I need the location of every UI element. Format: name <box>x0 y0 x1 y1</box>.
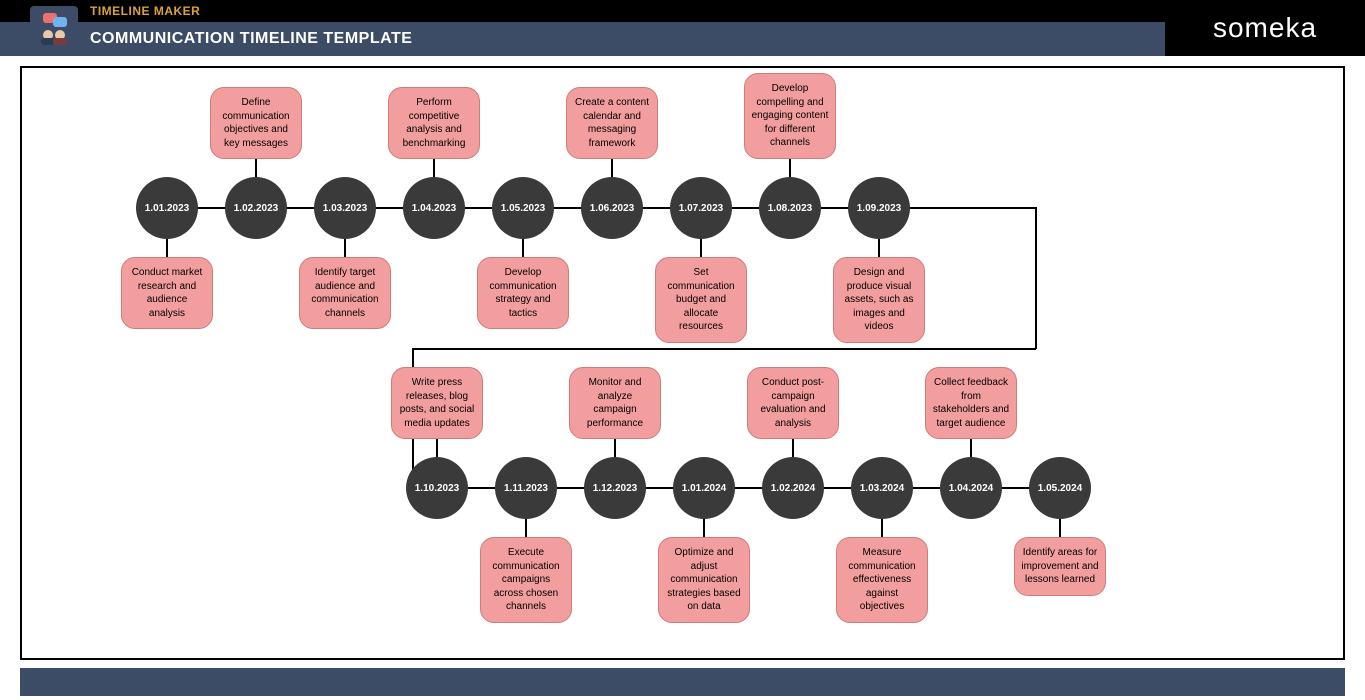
timeline-task-text: Set communication budget and allocate re… <box>662 266 740 334</box>
connector-line <box>1035 207 1037 349</box>
timeline-task-card: Identify target audience and communicati… <box>299 257 391 329</box>
timeline-date-label: 1.05.2024 <box>1038 483 1083 494</box>
timeline-task-card: Conduct post-campaign evaluation and ana… <box>747 367 839 439</box>
timeline-date-node: 1.04.2023 <box>403 177 465 239</box>
timeline-task-text: Identify target audience and communicati… <box>306 266 384 320</box>
connector-line <box>412 348 1036 350</box>
timeline-date-label: 1.08.2023 <box>768 203 813 214</box>
timeline-date-node: 1.07.2023 <box>670 177 732 239</box>
timeline-date-node: 1.03.2024 <box>851 457 913 519</box>
timeline-task-text: Conduct post-campaign evaluation and ana… <box>754 376 832 430</box>
brand-text: someka <box>1213 12 1317 44</box>
timeline-task-text: Identify areas for improvement and lesso… <box>1021 546 1099 587</box>
timeline-date-node: 1.02.2024 <box>762 457 824 519</box>
timeline-date-label: 1.01.2024 <box>682 483 727 494</box>
timeline-task-text: Create a content calendar and messaging … <box>573 96 651 150</box>
timeline-task-text: Collect feedback from stakeholders and t… <box>932 376 1010 430</box>
timeline-task-text: Perform competitive analysis and benchma… <box>395 96 473 150</box>
timeline-date-label: 1.07.2023 <box>679 203 724 214</box>
timeline-task-card: Optimize and adjust communication strate… <box>658 537 750 623</box>
timeline-task-text: Monitor and analyze campaign performance <box>576 376 654 430</box>
timeline-task-text: Develop communication strategy and tacti… <box>484 266 562 320</box>
timeline-task-card: Monitor and analyze campaign performance <box>569 367 661 439</box>
timeline-task-text: Execute communication campaigns across c… <box>487 546 565 614</box>
timeline-task-card: Execute communication campaigns across c… <box>480 537 572 623</box>
timeline-task-text: Optimize and adjust communication strate… <box>665 546 743 614</box>
timeline-date-node: 1.01.2024 <box>673 457 735 519</box>
page-title: COMMUNICATION TIMELINE TEMPLATE <box>0 22 1165 56</box>
timeline-date-node: 1.02.2023 <box>225 177 287 239</box>
timeline-task-card: Create a content calendar and messaging … <box>566 87 658 159</box>
timeline-task-card: Perform competitive analysis and benchma… <box>388 87 480 159</box>
timeline-task-card: Develop compelling and engaging content … <box>744 73 836 159</box>
timeline-task-text: Write press releases, blog posts, and so… <box>398 376 476 430</box>
header-titles: TIMELINE MAKER COMMUNICATION TIMELINE TE… <box>0 0 1165 56</box>
timeline-task-card: Set communication budget and allocate re… <box>655 257 747 343</box>
timeline-task-card: Design and produce visual assets, such a… <box>833 257 925 343</box>
app-logo <box>30 6 78 50</box>
timeline-date-label: 1.04.2024 <box>949 483 994 494</box>
timeline-task-card: Define communication objectives and key … <box>210 87 302 159</box>
timeline-date-node: 1.01.2023 <box>136 177 198 239</box>
app-title: TIMELINE MAKER <box>0 0 1165 22</box>
timeline-date-label: 1.10.2023 <box>415 483 460 494</box>
timeline-task-text: Develop compelling and engaging content … <box>751 82 829 150</box>
timeline-task-card: Identify areas for improvement and lesso… <box>1014 537 1106 596</box>
header: TIMELINE MAKER COMMUNICATION TIMELINE TE… <box>0 0 1365 56</box>
timeline-date-node: 1.10.2023 <box>406 457 468 519</box>
timeline-task-card: Measure communication effectiveness agai… <box>836 537 928 623</box>
timeline-date-node: 1.05.2023 <box>492 177 554 239</box>
brand-logo: someka <box>1165 0 1365 56</box>
timeline-task-text: Design and produce visual assets, such a… <box>840 266 918 334</box>
timeline-date-node: 1.05.2024 <box>1029 457 1091 519</box>
timeline-date-label: 1.01.2023 <box>145 203 190 214</box>
timeline-canvas: Conduct market research and audience ana… <box>20 66 1345 660</box>
timeline-task-card: Conduct market research and audience ana… <box>121 257 213 329</box>
timeline-date-label: 1.02.2023 <box>234 203 279 214</box>
timeline-task-card: Collect feedback from stakeholders and t… <box>925 367 1017 439</box>
timeline-date-label: 1.03.2024 <box>860 483 905 494</box>
timeline-date-node: 1.08.2023 <box>759 177 821 239</box>
timeline-date-node: 1.12.2023 <box>584 457 646 519</box>
chat-people-icon <box>37 11 71 45</box>
footer-bar <box>20 668 1345 696</box>
timeline-date-label: 1.12.2023 <box>593 483 638 494</box>
timeline-task-text: Define communication objectives and key … <box>217 96 295 150</box>
timeline-date-label: 1.06.2023 <box>590 203 635 214</box>
timeline-date-node: 1.11.2023 <box>495 457 557 519</box>
timeline-date-node: 1.06.2023 <box>581 177 643 239</box>
timeline-date-node: 1.04.2024 <box>940 457 1002 519</box>
timeline-date-label: 1.02.2024 <box>771 483 816 494</box>
timeline-task-text: Measure communication effectiveness agai… <box>843 546 921 614</box>
timeline-task-card: Develop communication strategy and tacti… <box>477 257 569 329</box>
timeline-task-card: Write press releases, blog posts, and so… <box>391 367 483 439</box>
timeline-date-node: 1.03.2023 <box>314 177 376 239</box>
timeline-date-label: 1.03.2023 <box>323 203 368 214</box>
timeline-date-label: 1.04.2023 <box>412 203 457 214</box>
timeline-date-label: 1.09.2023 <box>857 203 902 214</box>
canvas-wrap: Conduct market research and audience ana… <box>0 56 1365 696</box>
timeline-date-node: 1.09.2023 <box>848 177 910 239</box>
timeline-task-text: Conduct market research and audience ana… <box>128 266 206 320</box>
timeline-date-label: 1.11.2023 <box>504 483 548 494</box>
timeline-date-label: 1.05.2023 <box>501 203 546 214</box>
